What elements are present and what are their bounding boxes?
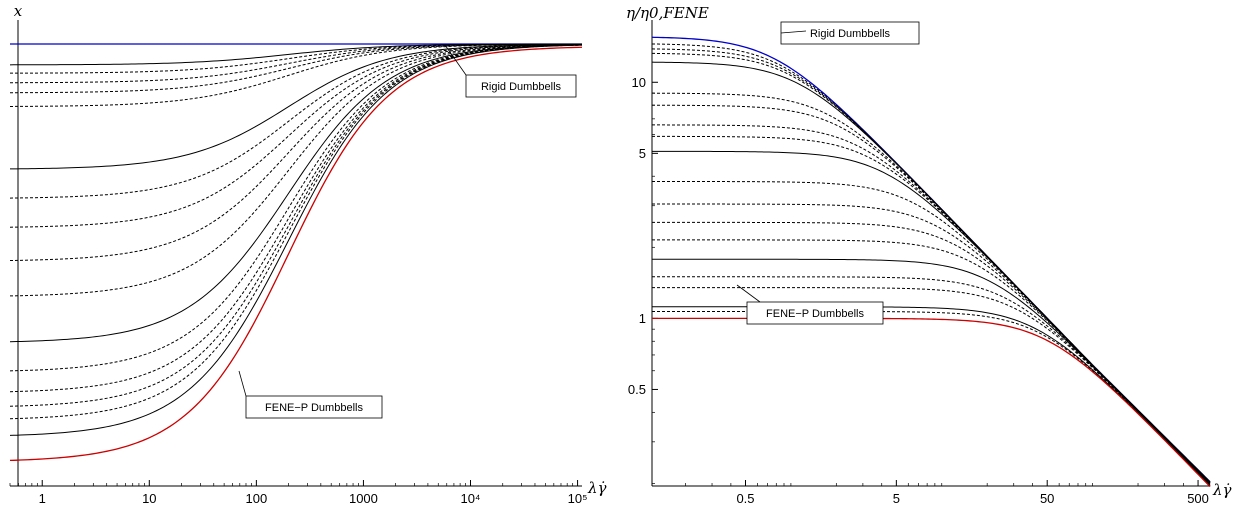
right-series-line xyxy=(652,239,1211,486)
right-series-line xyxy=(652,287,1211,487)
right-fene-leader xyxy=(736,284,761,303)
right-rigid-label: Rigid Dumbbells xyxy=(810,28,891,40)
right-series-line xyxy=(652,203,1211,485)
left-x-tick-label: 10 xyxy=(142,491,156,506)
left-chart: x λγ̇ 1 10 100 1000 10⁴ 10⁵ Rigid Dumbbells FENE−… xyxy=(9,2,607,506)
right-y-axis-label: η/η0,FENE xyxy=(626,4,709,22)
left-series-line xyxy=(9,44,583,228)
left-rigid-label-box xyxy=(465,74,577,98)
right-series-line xyxy=(652,306,1211,487)
right-series-line xyxy=(652,258,1211,486)
left-series-line xyxy=(9,44,583,436)
right-series-line xyxy=(652,310,1211,487)
left-fene-label: FENE−P Dumbbells xyxy=(265,402,363,414)
right-fene-label: FENE−P Dumbbells xyxy=(766,308,864,320)
right-series-line xyxy=(651,104,1211,484)
right-y-tick-label: 0.5 xyxy=(628,382,646,397)
right-series-line xyxy=(652,317,1211,488)
left-x-tick-label: 1 xyxy=(39,491,46,506)
right-series-line xyxy=(652,221,1211,486)
left-fene-label-box xyxy=(245,395,383,419)
left-series-line xyxy=(9,44,583,262)
left-fene-leader xyxy=(238,370,247,397)
left-series-line xyxy=(9,44,583,420)
left-x-axis-label: λγ̇ xyxy=(587,479,607,497)
left-series-line xyxy=(9,43,583,199)
right-fene-label-box xyxy=(746,301,884,325)
right-x-tick-label: 0.5 xyxy=(736,491,754,506)
right-series-line xyxy=(652,135,1211,484)
right-x-axis-label: λγ̇ xyxy=(1212,481,1232,499)
left-rigid-label: Rigid Dumbbells xyxy=(481,81,562,93)
right-series-line xyxy=(651,43,1211,483)
left-series-line xyxy=(9,43,583,94)
left-series-line xyxy=(9,43,583,107)
left-x-tick-label: 10⁵ xyxy=(568,491,588,506)
right-series-line xyxy=(652,180,1211,485)
left-series-line xyxy=(9,44,583,343)
left-series-line xyxy=(9,44,583,297)
left-series-line xyxy=(9,43,583,170)
left-series-line xyxy=(9,46,583,462)
left-rigid-leader xyxy=(444,44,467,76)
right-x-tick-label: 5 xyxy=(893,491,900,506)
right-x-tick-label: 500 xyxy=(1187,491,1209,506)
right-x-tick-label: 50 xyxy=(1040,491,1054,506)
left-x-tick-label: 1000 xyxy=(349,491,378,506)
left-y-axis-label: x xyxy=(14,2,23,20)
right-series-line xyxy=(651,61,1211,483)
right-series-line xyxy=(651,48,1211,483)
right-chart: η/η0,FENE λγ̇ 0.5 5 50 500 0.5 1 5 10 Rigid Dumbbe… xyxy=(626,4,1232,506)
left-x-tick-label: 100 xyxy=(246,491,268,506)
right-series-line xyxy=(652,124,1211,484)
left-x-tick-label: 10⁴ xyxy=(460,491,480,506)
right-y-tick-label: 10 xyxy=(632,75,646,90)
right-rigid-leader xyxy=(780,30,807,34)
right-y-tick-label: 5 xyxy=(639,146,646,161)
left-series-line xyxy=(9,43,583,84)
right-y-tick-label: 1 xyxy=(639,311,646,326)
right-series-line xyxy=(651,52,1211,483)
left-series-line xyxy=(9,43,582,66)
left-series-line xyxy=(9,43,583,74)
